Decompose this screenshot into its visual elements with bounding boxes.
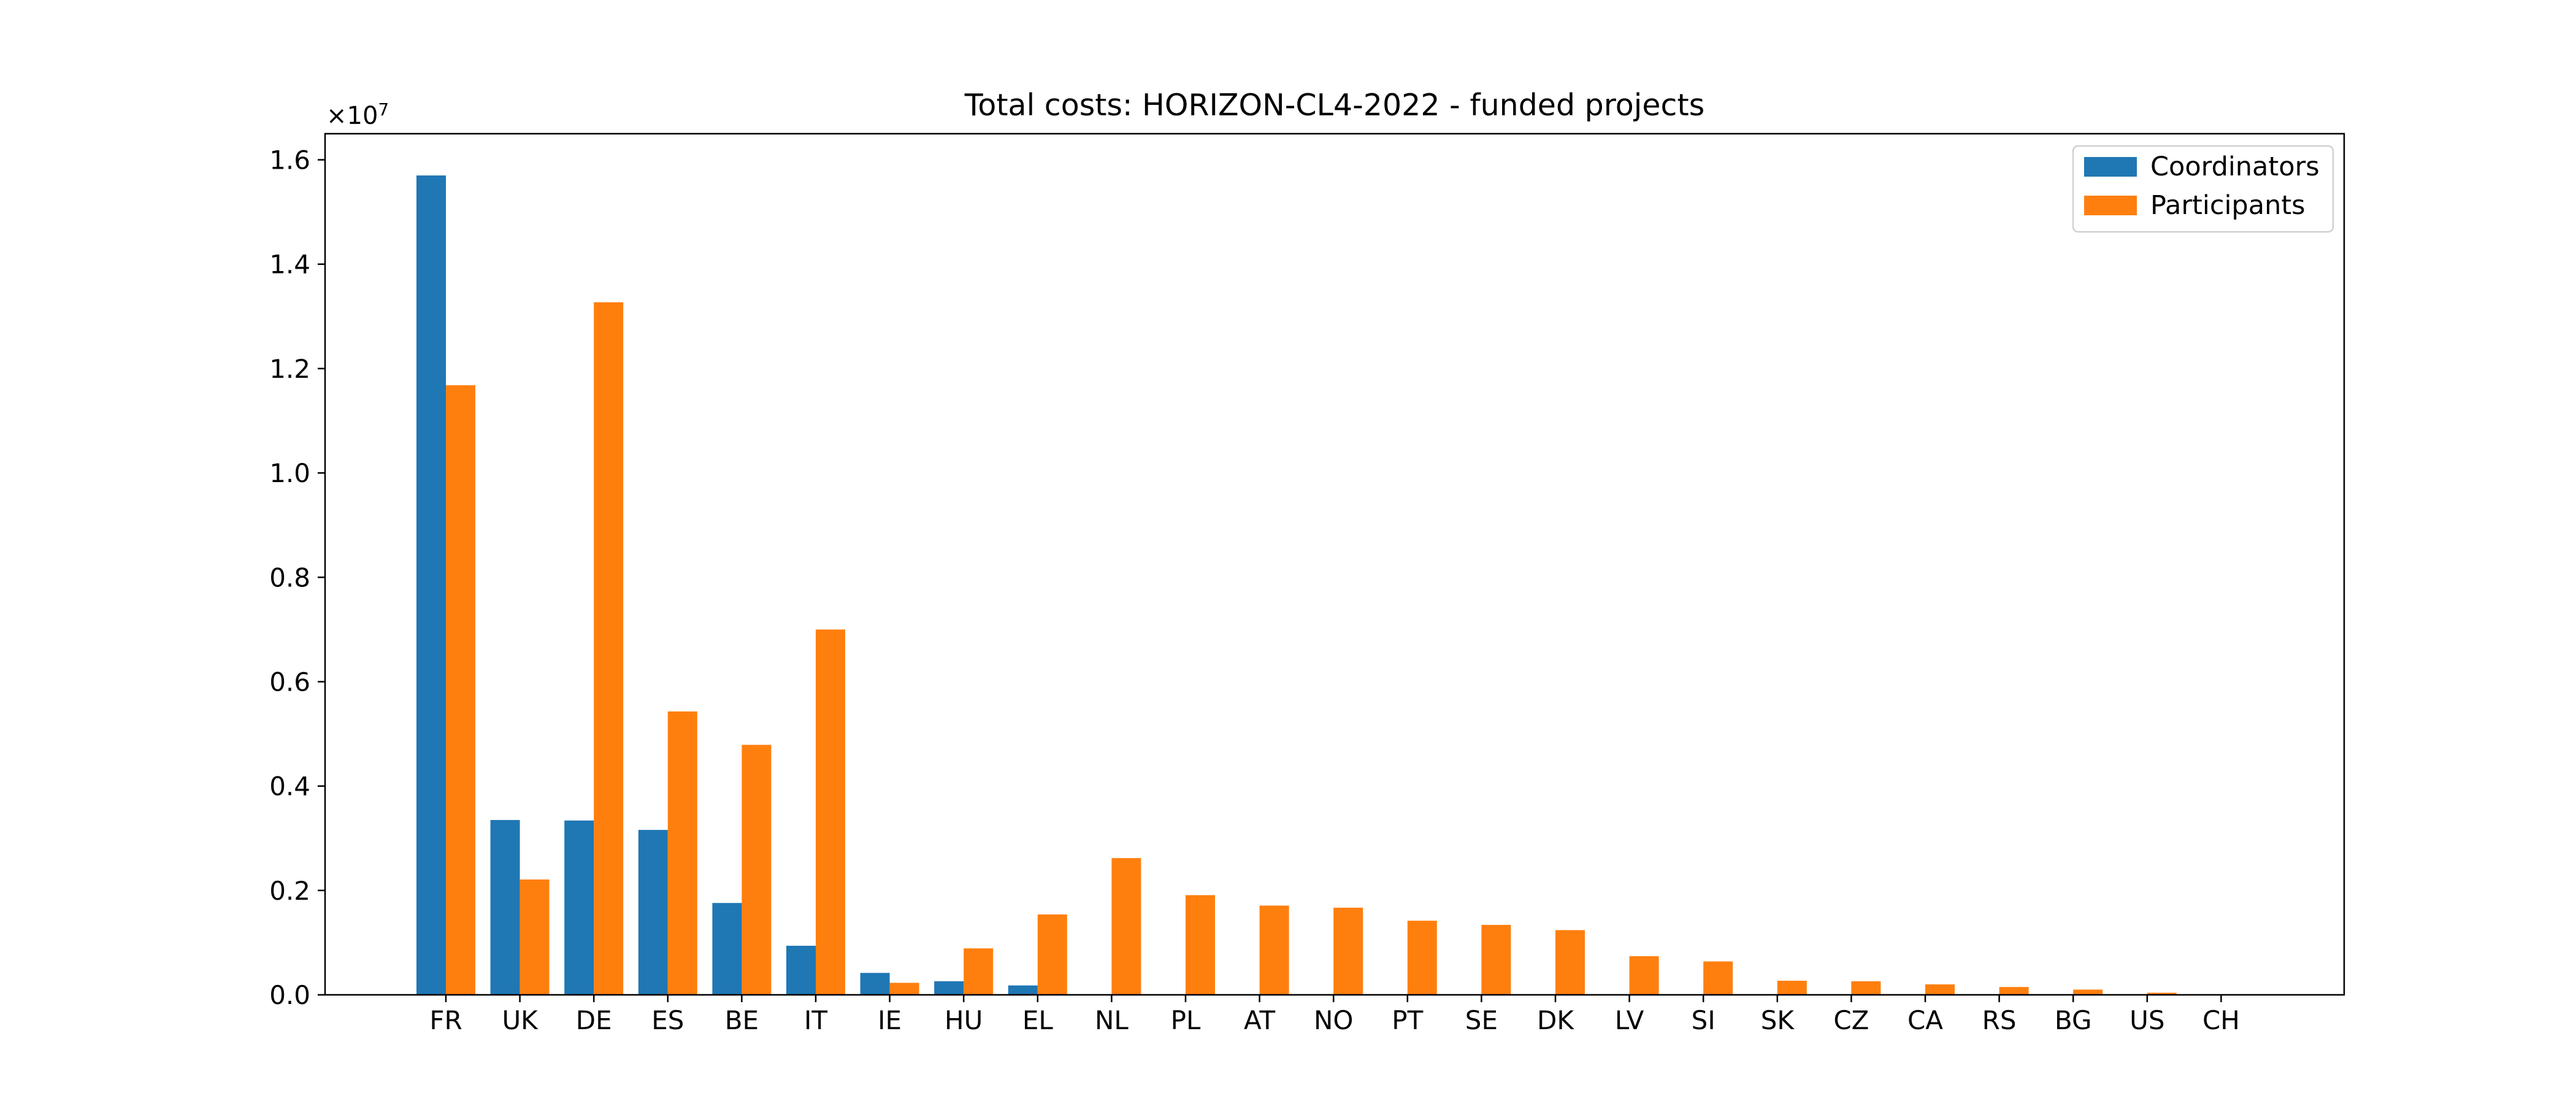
legend-box [2072, 145, 2334, 233]
bar-participants-no [1333, 907, 1363, 995]
legend-label-participants: Participants [2150, 190, 2306, 221]
x-tick-label-no: NO [1314, 1005, 1353, 1035]
x-tick-label-fr: FR [429, 1005, 462, 1035]
y-scale-base: ×10 [326, 102, 378, 130]
x-tick-label-es: ES [651, 1005, 684, 1035]
x-tick-label-hu: HU [945, 1005, 983, 1035]
bar-participants-uk [519, 879, 550, 995]
y-tick-label: 0.0 [269, 980, 310, 1010]
bar-participants-it [816, 629, 845, 995]
legend: Coordinators Participants [2072, 145, 2334, 233]
chart-title: Total costs: HORIZON-CL4-2022 - funded p… [964, 88, 1704, 123]
x-tick-label-bg: BG [2055, 1005, 2092, 1035]
x-tick-label-pt: PT [1392, 1005, 1423, 1035]
bar-participants-be [742, 745, 772, 995]
x-tick-label-si: SI [1692, 1005, 1715, 1035]
bar-participants-bg [2073, 989, 2103, 995]
x-tick-label-us: US [2129, 1005, 2164, 1035]
x-tick-label-de: DE [576, 1005, 612, 1035]
axes-group: FR UK DE ES BE IT IE HU EL NL PL AT NO PT SE DK LV SI SK CZ… [269, 99, 2345, 1035]
y-tick-label: 1.4 [269, 250, 310, 280]
x-tick-label-ie: IE [878, 1005, 902, 1035]
bar-coordinators-hu [934, 981, 964, 995]
bar-participants-pt [1407, 921, 1437, 995]
x-tick-label-it: IT [804, 1005, 827, 1035]
bar-coordinators-de [564, 820, 594, 995]
bar-coordinators-ie [860, 973, 890, 995]
bar-participants-fr [446, 385, 475, 995]
x-tick-label-rs: RS [1982, 1005, 2017, 1035]
bars-group [416, 175, 2251, 995]
plot-frame [324, 132, 2345, 996]
x-tick-label-dk: DK [1537, 1005, 1574, 1035]
x-tick-label-el: EL [1022, 1005, 1054, 1035]
x-tick-label-pl: PL [1171, 1005, 1201, 1035]
bar-participants-es [667, 711, 697, 995]
x-tick-label-at: AT [1244, 1005, 1275, 1035]
y-tick-label: 1.6 [269, 145, 310, 175]
x-tick-label-uk: UK [502, 1005, 539, 1035]
x-tick-label-lv: LV [1615, 1005, 1644, 1035]
x-tick-label-sk: SK [1761, 1005, 1795, 1035]
y-scale-exponent: 7 [378, 99, 389, 120]
bar-participants-pl [1186, 895, 1215, 995]
bar-participants-us [2147, 992, 2177, 995]
legend-label-coordinators: Coordinators [2150, 151, 2320, 182]
x-tick-label-ca: CA [1907, 1005, 1943, 1035]
bar-coordinators-be [712, 903, 742, 995]
bar-participants-si [1703, 961, 1733, 995]
x-tick-label-cz: CZ [1833, 1005, 1869, 1035]
bar-coordinators-uk [490, 819, 520, 995]
x-tick-label-be: BE [725, 1005, 759, 1035]
y-tick-label: 0.4 [269, 772, 310, 802]
bar-coordinators-it [786, 946, 816, 995]
bar-participants-de [594, 302, 624, 995]
bar-participants-se [1481, 924, 1511, 995]
x-tick-label-ch: CH [2202, 1005, 2240, 1035]
legend-swatch-participants [2084, 196, 2137, 215]
y-tick-label: 1.2 [269, 354, 310, 384]
y-tick-label: 0.8 [269, 562, 310, 592]
bar-coordinators-es [638, 830, 668, 995]
bar-participants-nl [1111, 858, 1141, 995]
x-tick-label-se: SE [1465, 1005, 1498, 1035]
y-tick-label: 1.0 [269, 458, 310, 488]
bar-coordinators-fr [416, 175, 446, 995]
bar-participants-hu [964, 948, 994, 995]
bar-participants-at [1259, 905, 1289, 995]
bar-coordinators-el [1008, 985, 1038, 995]
legend-swatch-coordinators [2084, 157, 2137, 177]
bar-participants-rs [1999, 987, 2029, 995]
bar-participants-ca [1925, 984, 1955, 995]
bar-participants-cz [1851, 981, 1881, 995]
x-tick-label-nl: NL [1095, 1005, 1129, 1035]
y-scale-multiplier: ×107 [326, 99, 389, 130]
bar-participants-dk [1555, 930, 1585, 995]
y-tick-label: 0.2 [269, 876, 310, 906]
bar-participants-sk [1777, 981, 1807, 995]
bar-participants-el [1037, 914, 1067, 995]
y-tick-label: 0.6 [269, 667, 310, 697]
bar-participants-ie [889, 983, 919, 995]
bar-participants-lv [1629, 956, 1659, 995]
